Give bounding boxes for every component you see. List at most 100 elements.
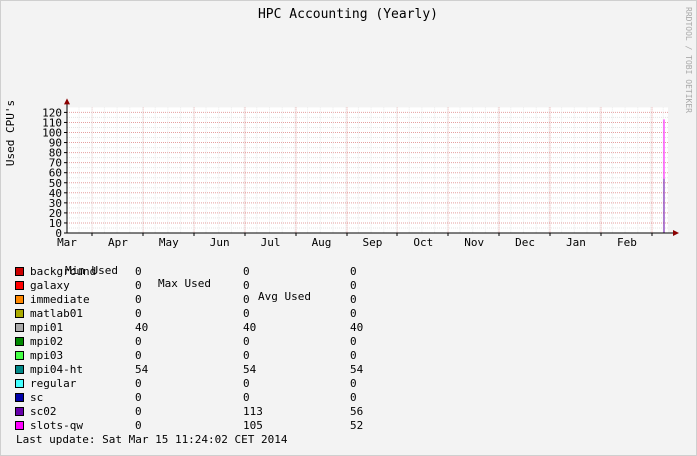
x-tick-label: Feb xyxy=(617,236,637,249)
y-tick-label: 110 xyxy=(42,116,62,129)
legend-value-max: 0 xyxy=(243,307,250,320)
plot-background xyxy=(67,107,668,233)
legend-label: mpi02 xyxy=(30,335,64,348)
y-tick-label: 0 xyxy=(55,227,62,240)
legend-header-max: Max Used xyxy=(158,277,211,290)
last-update: Last update: Sat Mar 15 11:24:02 CET 201… xyxy=(16,433,288,446)
legend-header-min: Min Used xyxy=(65,264,118,277)
legend-swatch xyxy=(15,421,24,430)
x-tick-label: Mar xyxy=(57,236,77,249)
legend-value-avg: 56 xyxy=(350,405,364,418)
x-tick-label: May xyxy=(159,236,179,249)
legend-value-min: 54 xyxy=(135,363,149,376)
legend-value-avg: 0 xyxy=(350,279,357,292)
legend-header-avg: Avg Used xyxy=(258,290,311,303)
x-tick-label: Aug xyxy=(312,236,332,249)
legend-swatch xyxy=(15,351,24,360)
x-tick-label: Apr xyxy=(108,236,128,249)
legend-value-min: 0 xyxy=(135,405,142,418)
legend-label: background xyxy=(30,265,97,278)
legend-value-max: 40 xyxy=(243,321,257,334)
legend-label: mpi04-ht xyxy=(30,363,83,376)
legend-value-avg: 0 xyxy=(350,293,357,306)
legend-label: matlab01 xyxy=(30,307,83,320)
x-tick-label: Jun xyxy=(210,236,230,249)
x-ticks: Mar Apr May Jun Jul Aug Sep Oct Nov Dec Jan Feb xyxy=(57,233,653,249)
x-tick-label: Dec xyxy=(515,236,535,249)
y-tick-label: 60 xyxy=(49,167,62,180)
legend-value-avg: 0 xyxy=(350,349,357,362)
legend-value-avg: 0 xyxy=(350,307,357,320)
legend-label: regular xyxy=(30,377,77,390)
legend-value-avg: 0 xyxy=(350,391,357,404)
legend-value-avg: 54 xyxy=(350,363,364,376)
y-tick-label: 40 xyxy=(49,187,62,200)
y-tick-label: 50 xyxy=(49,177,62,190)
legend-value-max: 0 xyxy=(243,349,250,362)
legend-value-min: 0 xyxy=(135,293,142,306)
x-tick-label: Nov xyxy=(464,236,484,249)
legend-swatch xyxy=(15,393,24,402)
legend-value-max: 0 xyxy=(243,377,250,390)
legend-value-min: 40 xyxy=(135,321,149,334)
legend-value-avg: 52 xyxy=(350,419,364,432)
legend-value-min: 0 xyxy=(135,377,142,390)
legend-label: mpi03 xyxy=(30,349,64,362)
legend-value-avg: 0 xyxy=(350,335,357,348)
legend-swatch xyxy=(15,267,24,276)
legend-header-row: Min Used Max Used Avg Used xyxy=(0,251,311,303)
legend-swatch xyxy=(15,323,24,332)
rrdtool-watermark: RRDTOOL / TOBI OETIKER xyxy=(684,7,693,113)
legend-value-min: 0 xyxy=(135,419,142,432)
y-tick-label: 100 xyxy=(42,127,62,140)
legend-value-max: 0 xyxy=(243,391,250,404)
legend-swatch xyxy=(15,337,24,346)
legend-label: sc xyxy=(30,391,44,404)
legend-value-min: 0 xyxy=(135,279,142,292)
legend-value-min: 0 xyxy=(135,335,142,348)
legend-value-min: 0 xyxy=(135,307,142,320)
y-tick-label: 10 xyxy=(49,217,62,230)
y-tick-label: 70 xyxy=(49,157,62,170)
legend-value-avg: 0 xyxy=(350,265,357,278)
legend-value-max: 0 xyxy=(243,293,250,306)
x-tick-label: Jan xyxy=(566,236,586,249)
y-axis-label: Used CPU's xyxy=(4,100,17,166)
legend-value-max: 54 xyxy=(243,363,257,376)
legend-value-avg: 0 xyxy=(350,377,357,390)
x-axis-arrow xyxy=(673,230,679,236)
legend-label: immediate xyxy=(30,293,90,306)
legend-value-max: 0 xyxy=(243,265,250,278)
legend-swatch xyxy=(15,407,24,416)
y-tick-label: 120 xyxy=(42,106,62,119)
legend-value-min: 0 xyxy=(135,391,142,404)
y-tick-label: 20 xyxy=(49,207,62,220)
x-tick-label: Sep xyxy=(362,236,382,249)
axes xyxy=(64,98,679,236)
chart-title: HPC Accounting (Yearly) xyxy=(258,7,438,22)
legend-value-max: 0 xyxy=(243,335,250,348)
y-axis-arrow xyxy=(64,98,70,105)
legend-value-min: 0 xyxy=(135,349,142,362)
grid xyxy=(67,107,668,233)
legend-value-avg: 40 xyxy=(350,321,364,334)
y-tick-label: 90 xyxy=(49,137,62,150)
legend-swatch xyxy=(15,309,24,318)
legend-value-max: 105 xyxy=(243,419,263,432)
chart-area: HPC Accounting (Yearly) Used CPU's RRDTO… xyxy=(4,7,693,249)
x-tick-label: Jul xyxy=(261,236,281,249)
legend-label: slots-qw xyxy=(30,419,83,432)
y-tick-label: 30 xyxy=(49,197,62,210)
legend-value-min: 0 xyxy=(135,265,142,278)
legend-swatch xyxy=(15,379,24,388)
legend-value-max: 113 xyxy=(243,405,263,418)
legend-swatch xyxy=(15,281,24,290)
legend-label: mpi01 xyxy=(30,321,64,334)
y-tick-label: 80 xyxy=(49,147,62,160)
legend-label: sc02 xyxy=(30,405,57,418)
legend-label: galaxy xyxy=(30,279,70,292)
legend-value-max: 0 xyxy=(243,279,250,292)
x-tick-label: Oct xyxy=(413,236,433,249)
legend-swatch xyxy=(15,365,24,374)
